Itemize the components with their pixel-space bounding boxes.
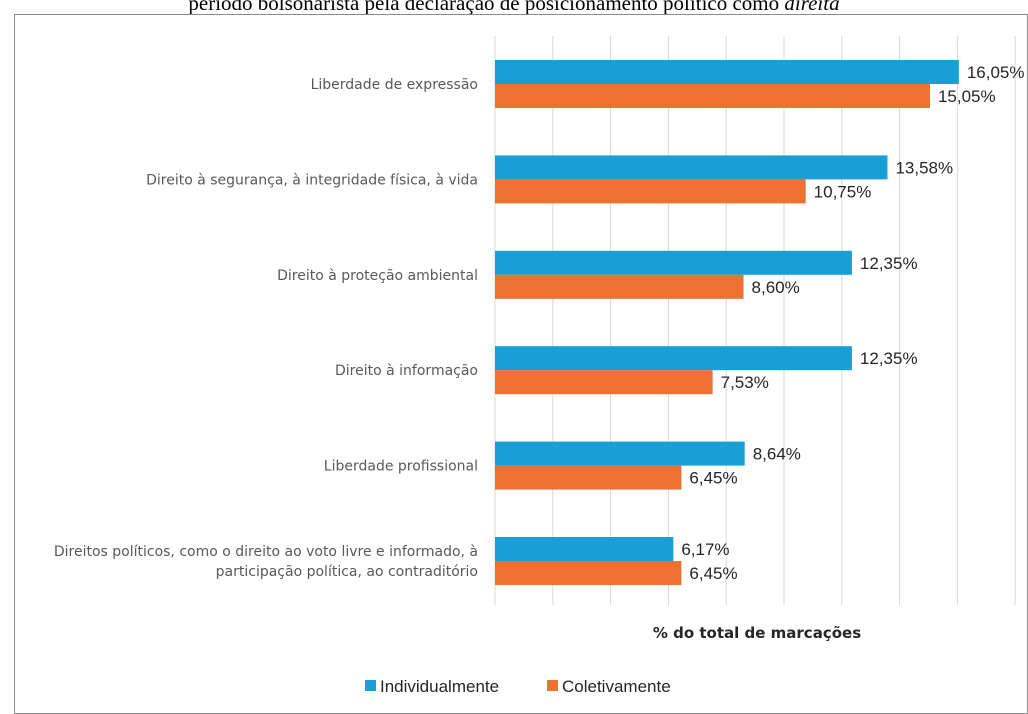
- value-label: 16,05%: [967, 63, 1025, 82]
- bar-individual: [495, 441, 745, 466]
- bar-coletivo: [495, 84, 930, 108]
- category-labels: Liberdade de expressão Direito à seguranç…: [54, 77, 478, 580]
- value-label: 8,60%: [752, 278, 800, 297]
- category-label: Liberdade de expressão: [311, 77, 478, 93]
- value-label: 7,53%: [721, 373, 769, 392]
- x-axis-title: % do total de marcações: [653, 624, 861, 642]
- bar-individual: [495, 155, 888, 180]
- value-label: 10,75%: [814, 182, 872, 201]
- bar-individual: [495, 250, 852, 275]
- value-label: 6,45%: [689, 469, 737, 488]
- value-label: 8,64%: [753, 445, 801, 464]
- value-label: 6,45%: [689, 564, 737, 583]
- chart-title-emphasis: direita: [784, 0, 840, 15]
- category-label: Direito à proteção ambiental: [277, 268, 478, 284]
- category-label: Liberdade profissional: [324, 459, 478, 475]
- category-label: Direito à segurança, à integridade físic…: [146, 172, 478, 188]
- bar-coletivo: [495, 561, 682, 585]
- legend-label-individual: Individualmente: [380, 677, 499, 696]
- legend: Individualmente Coletivamente: [365, 677, 671, 696]
- grid-lines: [494, 36, 1016, 605]
- bar-individual: [495, 346, 852, 371]
- category-label: Direitos políticos, como o direito ao vo…: [54, 544, 478, 580]
- chart-title: período bolsonarista pela declaração de …: [0, 0, 1028, 16]
- bar-individual: [495, 537, 674, 561]
- category-label: Direito à informação: [335, 363, 478, 379]
- value-label: 15,05%: [938, 87, 996, 106]
- legend-swatch-coletivo: [547, 680, 558, 691]
- value-label: 13,58%: [895, 158, 953, 177]
- value-label: 6,17%: [681, 540, 729, 559]
- bar-coletivo: [495, 274, 744, 299]
- value-label: 12,35%: [860, 349, 918, 368]
- bars: [495, 60, 959, 585]
- bar-coletivo: [495, 370, 713, 395]
- bar-individual: [495, 60, 959, 84]
- chart-title-main: período bolsonarista pela declaração de …: [188, 0, 785, 15]
- legend-label-coletivo: Coletivamente: [562, 677, 671, 696]
- value-labels: 16,05% 15,05% 13,58% 10,75% 12,35% 8,60% 12,35…: [681, 63, 1024, 583]
- value-label: 12,35%: [860, 254, 918, 273]
- bar-coletivo: [495, 179, 806, 204]
- bar-coletivo: [495, 465, 682, 490]
- legend-swatch-individual: [365, 680, 376, 691]
